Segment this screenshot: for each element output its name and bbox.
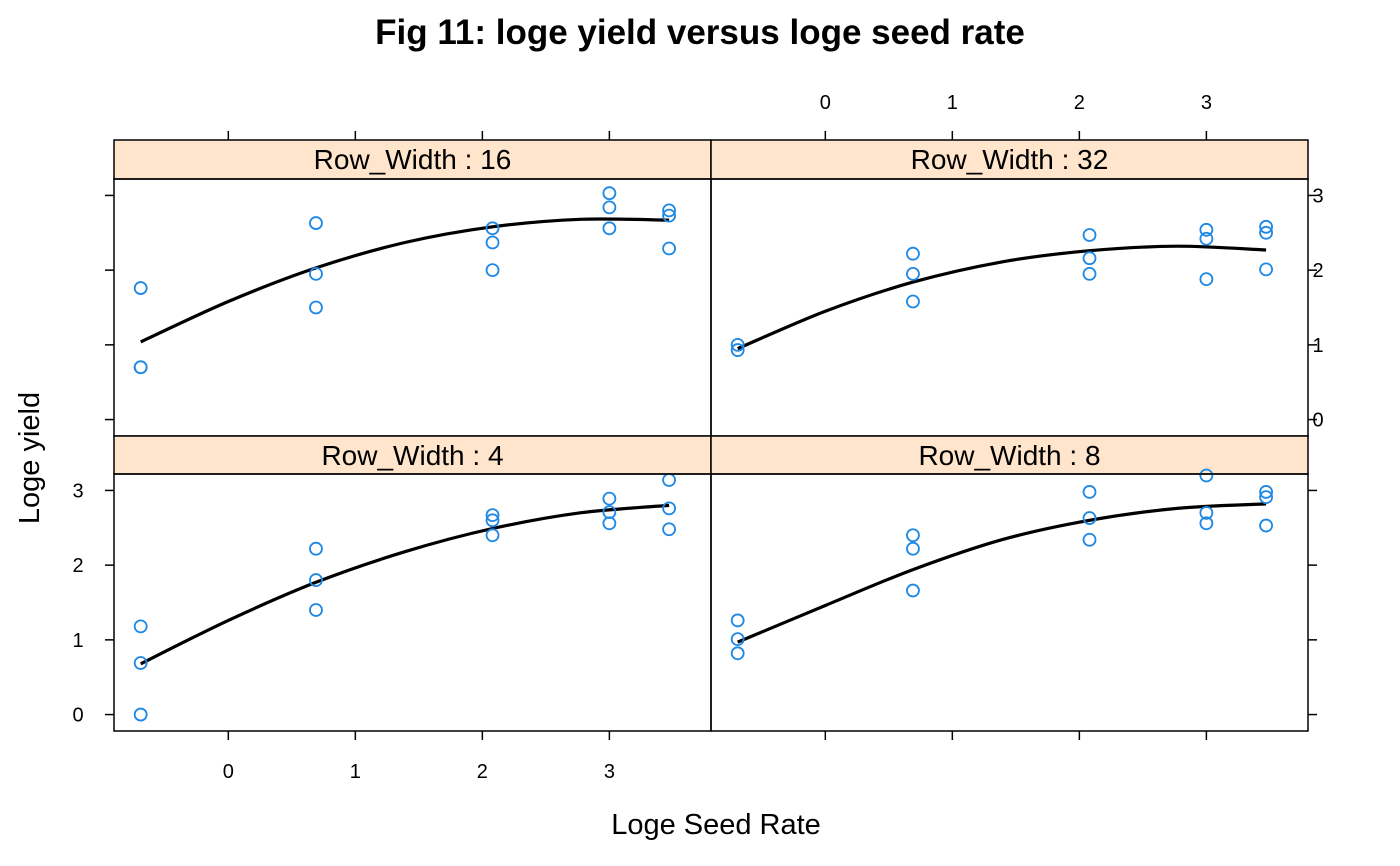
x-tick-label: 3 xyxy=(604,761,615,783)
data-point xyxy=(730,632,745,647)
data-point xyxy=(906,294,920,309)
data-point xyxy=(602,491,617,506)
data-point xyxy=(662,208,676,223)
chart-title: Fig 11: loge yield versus loge seed rate xyxy=(375,13,1025,52)
panel-0: Row_Width : 16 xyxy=(113,139,712,437)
data-point xyxy=(602,200,617,215)
y-tick-label: 0 xyxy=(1312,410,1323,432)
x-tick-label: 1 xyxy=(350,761,361,783)
x-tick-label: 2 xyxy=(1074,92,1085,114)
data-point xyxy=(485,528,500,543)
panel-strip-label: Row_Width : 8 xyxy=(918,440,1100,471)
data-point xyxy=(133,656,148,670)
data-point xyxy=(602,516,617,531)
data-point xyxy=(1082,228,1097,242)
data-point xyxy=(309,573,323,587)
data-point xyxy=(485,235,500,250)
data-point xyxy=(309,541,323,556)
data-point xyxy=(730,337,745,352)
y-tick-label: 3 xyxy=(72,480,83,502)
data-point xyxy=(309,216,323,230)
data-point xyxy=(133,281,148,295)
panel-strip xyxy=(113,139,712,180)
data-point xyxy=(662,501,676,516)
x-tick-label: 1 xyxy=(947,92,958,114)
data-point xyxy=(906,583,920,598)
data-point xyxy=(906,246,920,261)
data-point xyxy=(1082,485,1097,499)
data-point xyxy=(1259,219,1273,234)
panel-1: Row_Width : 32 xyxy=(710,139,1309,437)
panel-strip xyxy=(710,435,1309,475)
data-point xyxy=(309,266,323,281)
x-tick-label: 2 xyxy=(477,761,488,783)
data-point xyxy=(1082,532,1097,547)
data-point xyxy=(730,613,745,628)
data-point xyxy=(485,508,500,522)
data-point xyxy=(602,505,617,520)
panel-strip-label: Row_Width : 32 xyxy=(911,144,1109,175)
panel-3: Row_Width : 8 xyxy=(710,435,1309,732)
panel-frame xyxy=(710,178,1309,437)
data-point xyxy=(906,541,920,556)
fit-curve xyxy=(737,502,1267,644)
data-point xyxy=(602,221,617,236)
data-point xyxy=(906,266,920,281)
data-point xyxy=(662,473,676,487)
data-point xyxy=(485,263,500,278)
panel-strip-label: Row_Width : 16 xyxy=(314,144,512,175)
data-point xyxy=(1082,251,1097,266)
y-tick-label: 0 xyxy=(72,705,83,727)
data-point xyxy=(730,343,745,357)
y-tick-label: 1 xyxy=(72,630,83,652)
data-point xyxy=(662,203,676,218)
y-tick-label: 3 xyxy=(1312,185,1323,207)
data-point xyxy=(602,186,617,201)
data-point xyxy=(1259,225,1273,240)
panel-strip-label: Row_Width : 4 xyxy=(321,440,503,471)
data-point xyxy=(133,360,148,375)
panel-strip xyxy=(710,139,1309,180)
panel-frame xyxy=(710,473,1309,732)
data-point xyxy=(485,513,500,528)
data-point xyxy=(1082,511,1097,525)
panel-2: Row_Width : 4 xyxy=(113,435,712,732)
data-point xyxy=(906,528,920,543)
data-point xyxy=(309,603,323,617)
panel-frame xyxy=(113,473,712,732)
x-tick-label: 0 xyxy=(820,92,831,114)
data-point xyxy=(1259,262,1273,277)
x-tick-label: 3 xyxy=(1201,92,1212,114)
data-point xyxy=(485,221,500,236)
data-point xyxy=(1199,505,1214,520)
x-tick-label: 0 xyxy=(223,761,234,783)
data-point xyxy=(309,300,323,315)
data-point xyxy=(1259,490,1273,505)
data-point xyxy=(1082,266,1097,281)
y-axis-label: Loge yield xyxy=(14,392,46,524)
data-point xyxy=(1259,518,1273,533)
data-point xyxy=(730,646,745,661)
axes-group: 0 1 2 3 0 1 2 3 0 1 2 3 0 1 2 3 xyxy=(72,92,1323,783)
fit-curve xyxy=(139,503,670,666)
data-point xyxy=(1199,231,1214,246)
fit-curve xyxy=(140,217,670,344)
data-point xyxy=(1199,222,1214,237)
data-point xyxy=(1259,485,1273,499)
data-point xyxy=(1199,272,1214,287)
panels-group: Row_Width : 16 Row_Width : 32 Row_Width : … xyxy=(113,139,1309,732)
data-point xyxy=(133,619,148,634)
data-point xyxy=(662,241,676,256)
data-point xyxy=(133,707,148,722)
x-axis-label: Loge Seed Rate xyxy=(611,809,821,841)
y-tick-label: 2 xyxy=(72,555,83,577)
data-point xyxy=(1199,468,1214,483)
fit-curve xyxy=(737,244,1267,351)
data-point xyxy=(662,522,676,537)
data-point xyxy=(1199,516,1214,531)
y-tick-label: 2 xyxy=(1312,260,1323,282)
y-tick-label: 1 xyxy=(1312,335,1323,357)
